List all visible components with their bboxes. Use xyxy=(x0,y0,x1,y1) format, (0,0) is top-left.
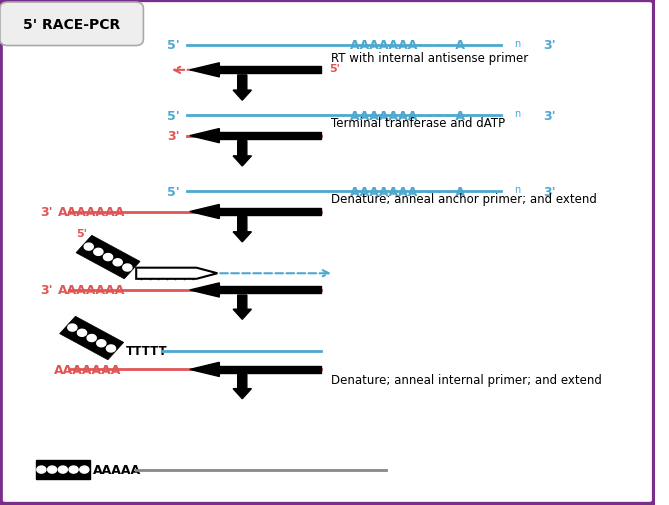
Polygon shape xyxy=(190,205,219,219)
Polygon shape xyxy=(190,283,219,297)
Circle shape xyxy=(94,249,103,256)
Text: 5': 5' xyxy=(167,185,180,198)
Text: Denature; anneal internal primer; and extend: Denature; anneal internal primer; and ex… xyxy=(330,373,601,386)
Circle shape xyxy=(104,254,112,261)
Text: Denature; anneal anchor primer; and extend: Denature; anneal anchor primer; and exte… xyxy=(330,193,597,206)
Text: AAAAAAA: AAAAAAA xyxy=(54,363,122,376)
Text: 3': 3' xyxy=(543,110,556,123)
Text: AAAAAAA: AAAAAAA xyxy=(58,206,125,219)
Polygon shape xyxy=(190,363,219,377)
Text: 3': 3' xyxy=(543,39,556,52)
Text: AAAAAAA- - - - A: AAAAAAA- - - - A xyxy=(351,39,466,52)
Text: AAAAAAA- - - - A: AAAAAAA- - - - A xyxy=(351,110,466,123)
Polygon shape xyxy=(219,67,321,74)
Text: 3': 3' xyxy=(543,185,556,198)
Polygon shape xyxy=(219,209,321,216)
Text: 5': 5' xyxy=(76,228,87,238)
Text: AAAAAAA: AAAAAAA xyxy=(58,284,125,297)
Circle shape xyxy=(47,466,57,473)
Text: 5' RACE-PCR: 5' RACE-PCR xyxy=(23,18,120,32)
Circle shape xyxy=(106,345,116,352)
Text: TTTTT: TTTTT xyxy=(126,344,168,358)
Polygon shape xyxy=(190,64,219,78)
Text: Terminal tranferase and dATP: Terminal tranferase and dATP xyxy=(330,117,505,130)
Text: n: n xyxy=(514,185,520,195)
Polygon shape xyxy=(233,295,252,320)
Polygon shape xyxy=(219,366,321,373)
Circle shape xyxy=(123,265,132,272)
Polygon shape xyxy=(190,129,219,143)
Circle shape xyxy=(69,466,78,473)
Text: 3': 3' xyxy=(167,130,180,143)
Circle shape xyxy=(97,340,106,347)
Circle shape xyxy=(68,324,77,331)
Text: n: n xyxy=(514,38,520,48)
Polygon shape xyxy=(233,375,252,399)
Text: 3': 3' xyxy=(39,284,52,297)
Circle shape xyxy=(80,466,89,473)
Polygon shape xyxy=(136,268,217,279)
Text: 5': 5' xyxy=(167,110,180,123)
Polygon shape xyxy=(233,217,252,242)
Text: n: n xyxy=(514,109,520,119)
FancyBboxPatch shape xyxy=(76,236,140,279)
Text: AAAAA: AAAAA xyxy=(93,463,141,476)
Text: 3': 3' xyxy=(39,206,52,219)
FancyBboxPatch shape xyxy=(0,3,143,46)
Circle shape xyxy=(87,335,96,342)
Polygon shape xyxy=(219,133,321,140)
FancyBboxPatch shape xyxy=(36,460,90,479)
Text: RT with internal antisense primer: RT with internal antisense primer xyxy=(330,52,528,65)
Text: 5': 5' xyxy=(328,64,340,74)
Text: AAAAAAA- - - - A: AAAAAAA- - - - A xyxy=(351,185,466,198)
Polygon shape xyxy=(233,76,252,101)
Polygon shape xyxy=(233,141,252,167)
Circle shape xyxy=(78,330,86,337)
FancyBboxPatch shape xyxy=(60,317,124,360)
Circle shape xyxy=(58,466,68,473)
Circle shape xyxy=(113,259,122,266)
Polygon shape xyxy=(219,287,321,294)
Circle shape xyxy=(84,243,93,250)
Text: 5': 5' xyxy=(167,39,180,52)
Circle shape xyxy=(37,466,46,473)
